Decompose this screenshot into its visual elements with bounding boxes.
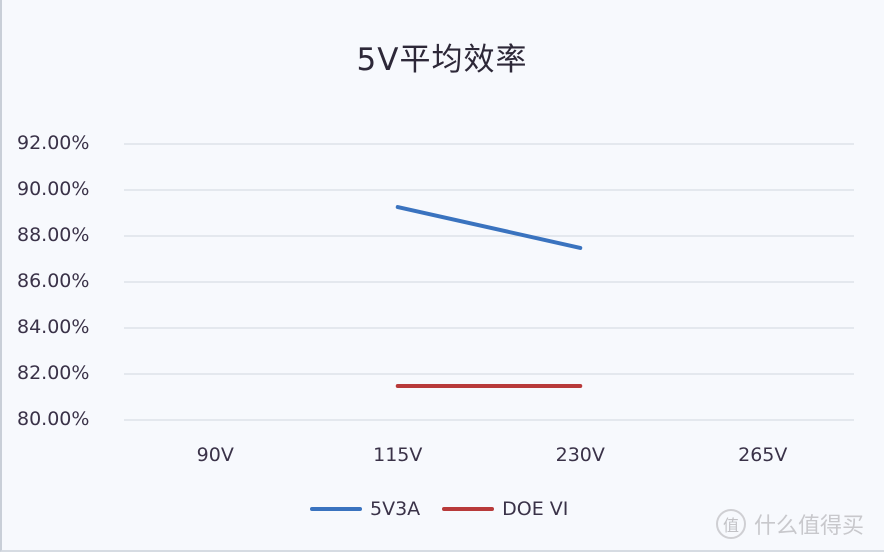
series-lines bbox=[395, 205, 583, 388]
x-tick-label: 90V bbox=[196, 444, 234, 466]
y-tick-label: 90.00% bbox=[17, 178, 90, 200]
chart-title: 5V平均效率 bbox=[356, 42, 528, 78]
legend-item-5v3a: 5V3A bbox=[310, 498, 420, 520]
y-tick-label: 92.00% bbox=[17, 132, 90, 154]
legend: 5V3A DOE VI bbox=[310, 498, 590, 520]
x-tick-label: 265V bbox=[738, 444, 788, 466]
legend-swatch-doe-vi bbox=[442, 507, 495, 511]
y-tick-label: 86.00% bbox=[17, 270, 90, 292]
y-tick-label: 84.00% bbox=[17, 316, 90, 338]
legend-item-doe-vi: DOE VI bbox=[442, 498, 568, 520]
x-tick-label: 115V bbox=[373, 444, 423, 466]
y-tick-label: 88.00% bbox=[17, 224, 90, 246]
legend-label-5v3a: 5V3A bbox=[370, 498, 421, 520]
watermark: 值 什么值得买 bbox=[716, 508, 864, 540]
gridlines bbox=[124, 143, 854, 421]
x-tick-label: 230V bbox=[555, 444, 605, 466]
watermark-logo-icon: 值 bbox=[716, 509, 746, 539]
watermark-text: 什么值得买 bbox=[754, 514, 865, 539]
y-tick-label: 82.00% bbox=[17, 362, 90, 384]
series-line-5v3a bbox=[395, 205, 583, 250]
legend-label-doe-vi: DOE VI bbox=[502, 498, 569, 520]
legend-swatch-5v3a bbox=[310, 507, 362, 511]
y-tick-label: 80.00% bbox=[17, 408, 90, 430]
